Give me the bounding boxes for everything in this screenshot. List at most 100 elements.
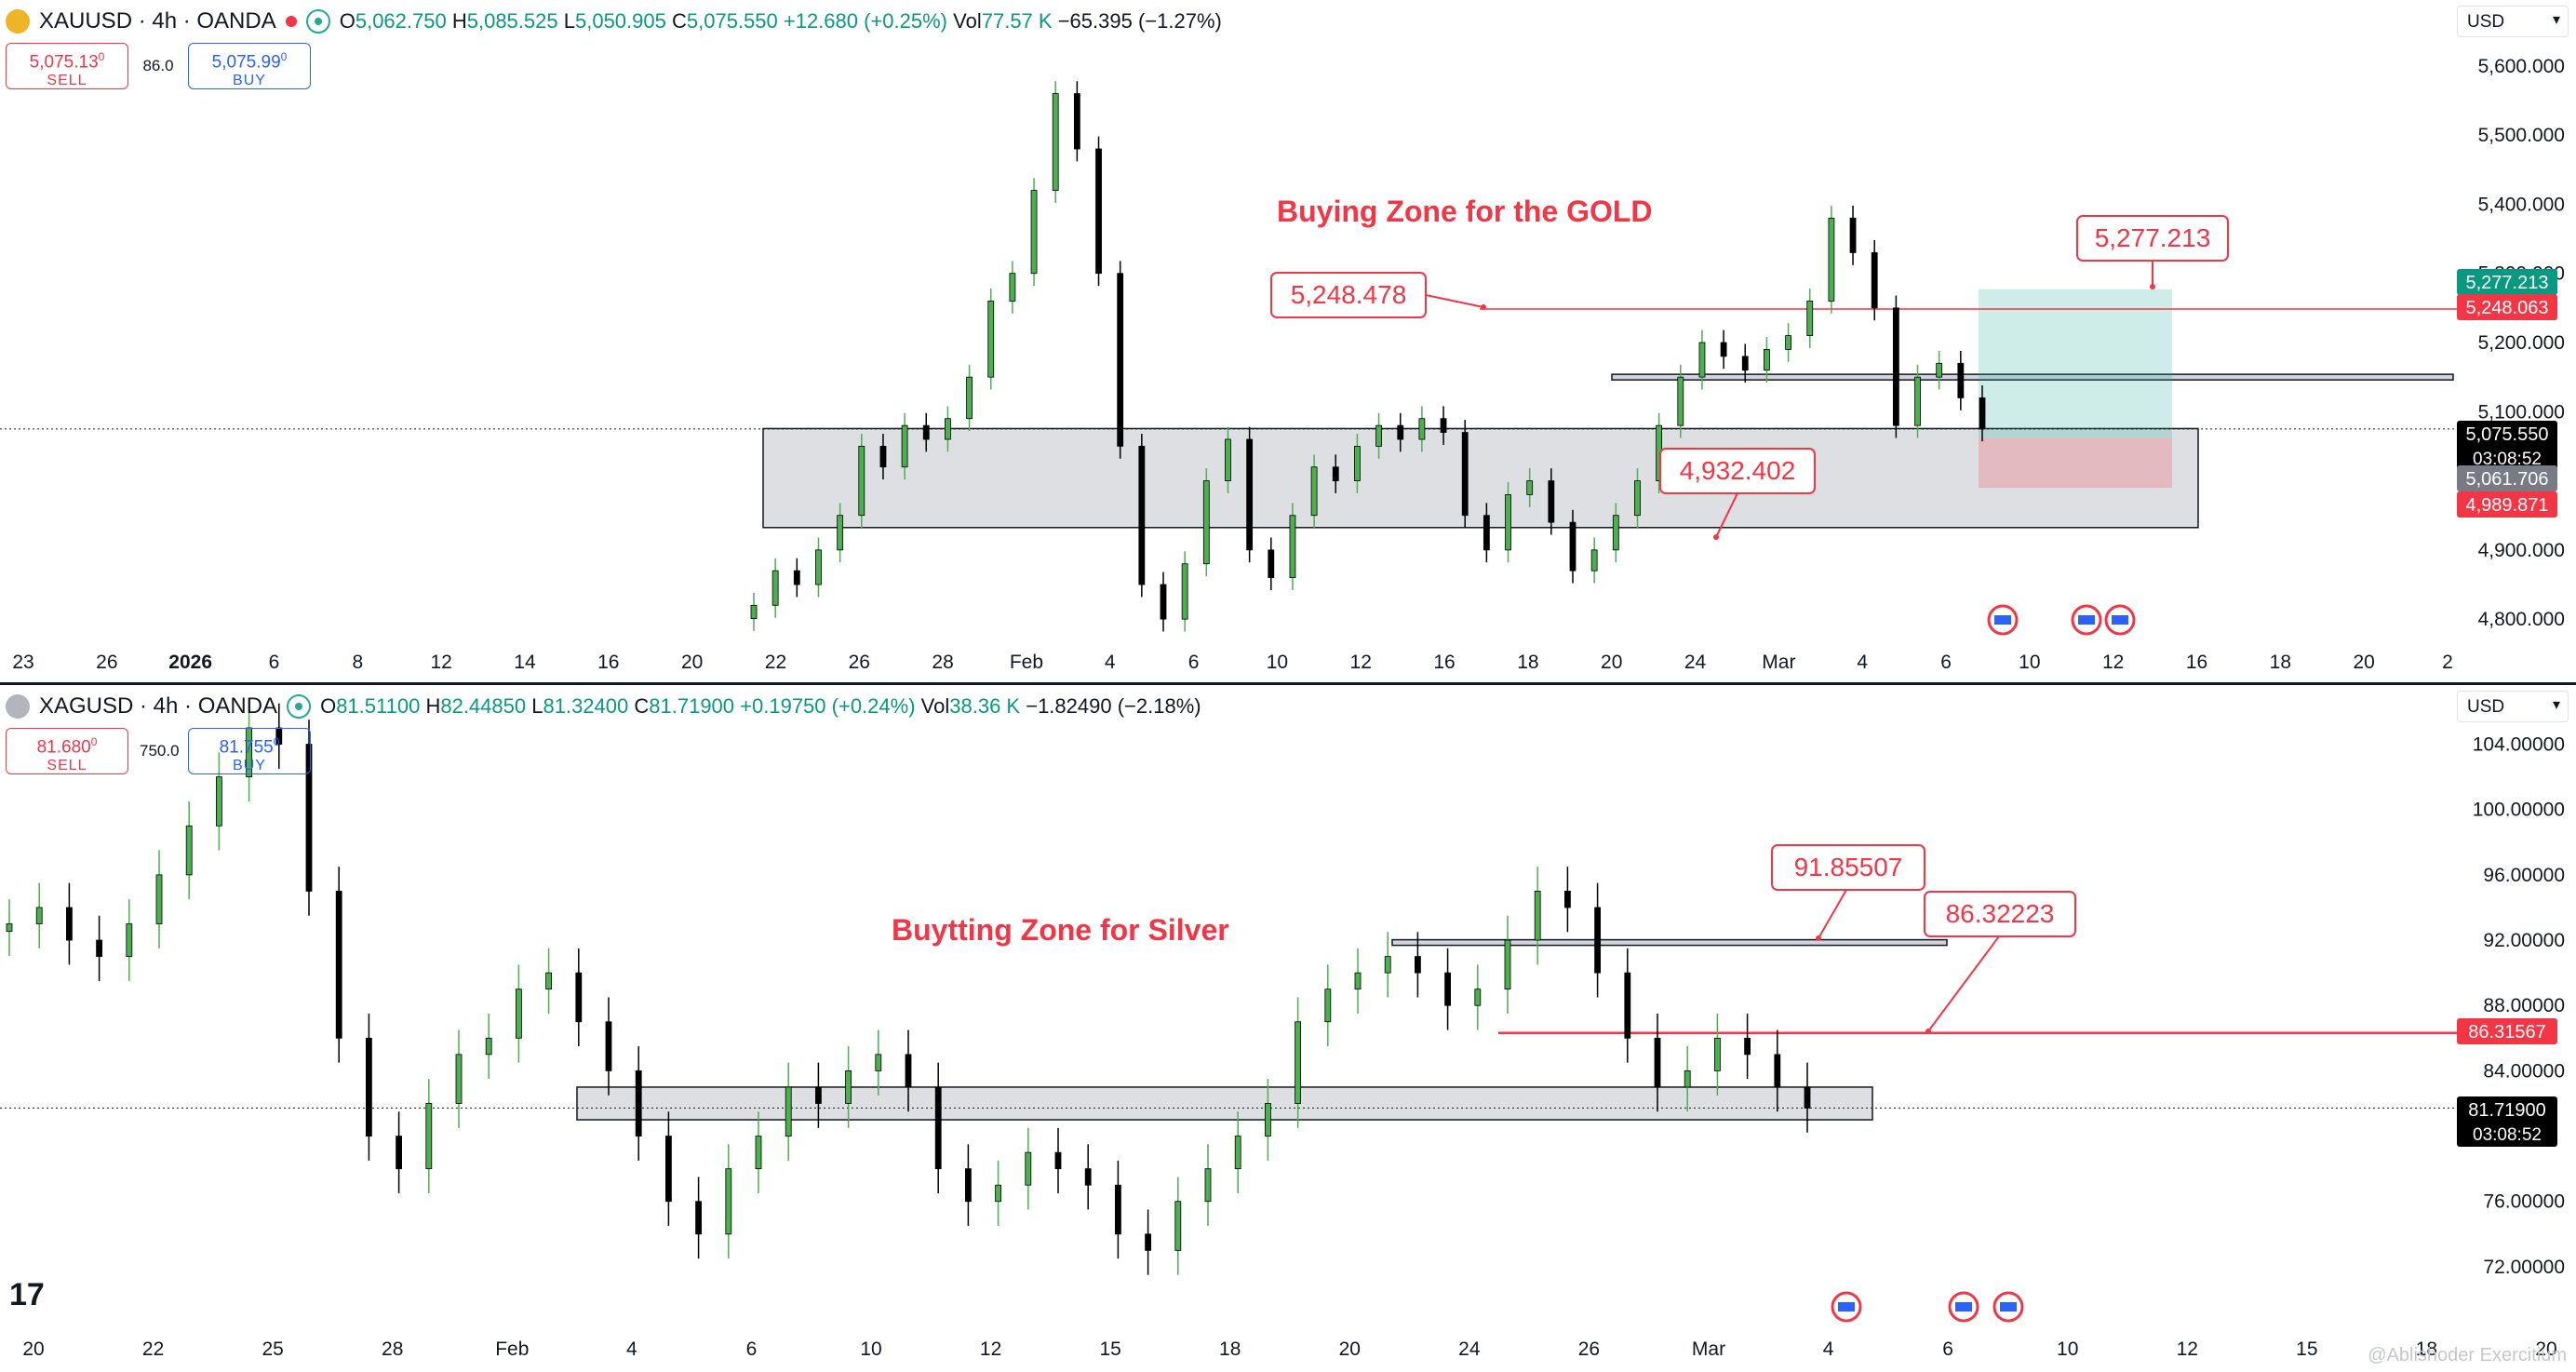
callout-box (2076, 215, 2229, 262)
x-tick-label: 20 (1339, 1338, 1361, 1360)
price-label-text: 4,989.871 (2466, 495, 2549, 516)
candle-body (965, 1168, 972, 1203)
candle-body (1474, 989, 1482, 1006)
callout-anchor (1925, 1029, 1931, 1034)
silver-chart-canvas[interactable]: 104.00000 100.00000 96.00000 92.00000 88.000… (0, 685, 2576, 1372)
candle-body (1744, 1037, 1751, 1056)
candle-body (1332, 466, 1339, 481)
candle-body (1505, 494, 1511, 551)
pane-divider[interactable] (0, 682, 2576, 685)
candle-body (1914, 376, 1921, 426)
price-label-text: 5,075.550 (2466, 424, 2549, 445)
price-label-tag (2457, 491, 2557, 518)
silver-eye-icon[interactable] (287, 694, 312, 719)
x-tick-label: 15 (2296, 1338, 2317, 1360)
candle-body (1030, 190, 1038, 275)
silver-symbol-title[interactable]: XAGUSD · 4h · OANDA (39, 693, 278, 719)
x-tick-label: 6 (1940, 652, 1952, 673)
x-tick-label: 25 (262, 1338, 283, 1360)
x-tick-label: 6 (1942, 1338, 1953, 1360)
gold-eye-icon[interactable] (305, 9, 330, 34)
x-tick-label: 20 (22, 1338, 44, 1360)
price-label-text: 5,248.063 (2466, 298, 2549, 318)
y-tick-label: 96.00000 (2483, 865, 2565, 886)
candle-body (901, 424, 908, 468)
candle-body (1052, 93, 1059, 191)
candle-body (1979, 397, 1986, 430)
candle-body (1073, 93, 1080, 150)
x-tick-label: 20 (2353, 652, 2374, 673)
candle-body (695, 1201, 702, 1235)
x-tick-label: 16 (2186, 652, 2207, 673)
candle-body (1936, 362, 1943, 378)
tradingview-logo-icon[interactable]: 17 (9, 1277, 45, 1312)
gold-currency-select[interactable]: USD (2457, 6, 2569, 37)
x-tick-label: 24 (1684, 652, 1707, 673)
candle-body (396, 1136, 403, 1170)
candle-body (1534, 891, 1541, 941)
candle-body (1634, 480, 1641, 517)
gold-sell-button[interactable]: 5,075.130 SELL (6, 43, 128, 89)
candle-body (1654, 1037, 1661, 1088)
x-tick-label: 10 (1267, 652, 1288, 673)
x-tick-label: 18 (2270, 652, 2291, 673)
candle-body (1444, 972, 1451, 1006)
candle-body (966, 376, 973, 420)
gold-buy-button[interactable]: 5,075.990 BUY (188, 43, 311, 89)
candle-body (1569, 521, 1576, 572)
candle-body (1415, 956, 1421, 974)
candle-body (1181, 563, 1188, 620)
silver-trade-buttons: 81.6800 SELL 750.0 81.7550 BUY (6, 728, 311, 774)
candle-body (1612, 515, 1619, 551)
candle-body (665, 1136, 672, 1203)
x-tick-label: 18 (1219, 1338, 1241, 1360)
silver-chart-pane[interactable]: 104.00000 100.00000 96.00000 92.00000 88.000… (0, 685, 2576, 1372)
gold-chart-canvas[interactable]: 5,600.0005,500.0005,400.0005,300.0005,20… (0, 0, 2576, 683)
silver-currency-select[interactable]: USD (2457, 691, 2569, 722)
candle-body (1677, 376, 1684, 426)
x-tick-label: 12 (980, 1338, 1001, 1360)
zone-annotation: Buytting Zone for Silver (892, 913, 1229, 947)
y-tick-label: 100.00000 (2473, 800, 2565, 821)
candle-body (1025, 1151, 1032, 1186)
x-tick-label: 12 (430, 652, 451, 673)
gold-legend: XAUUSD · 4h · OANDA O5,062.750 H5,085.52… (6, 6, 1222, 37)
candle-body (1397, 424, 1404, 440)
resistance-zone-rect (1611, 373, 2454, 381)
candle-body (6, 923, 13, 933)
callout-leader (1715, 492, 1738, 538)
gold-chart-pane[interactable]: 5,600.0005,500.0005,400.0005,300.0005,20… (0, 0, 2576, 683)
candle-body (1324, 989, 1332, 1023)
us-flag-event-icon (1838, 1302, 1855, 1311)
candle-body (793, 570, 800, 585)
x-tick-label: 16 (1433, 652, 1455, 673)
callout-box (1771, 844, 1925, 891)
candle-body (1720, 342, 1727, 357)
silver-sell-button[interactable]: 81.6800 SELL (6, 728, 128, 774)
candle-body (1764, 349, 1770, 371)
candle-body (1174, 1201, 1182, 1251)
candle-body (1225, 438, 1231, 481)
candle-body (837, 515, 844, 551)
x-tick-label: 15 (1099, 1338, 1120, 1360)
x-tick-label: 12 (2177, 1338, 2198, 1360)
x-tick-label: 26 (96, 652, 117, 673)
silver-legend: XAGUSD · 4h · OANDA O81.51100 H82.44850 … (6, 691, 1201, 722)
x-tick-label: 22 (142, 1338, 164, 1360)
x-tick-label: 10 (2057, 1338, 2078, 1360)
candle-body (1828, 217, 1835, 302)
candle-body (879, 446, 887, 468)
zone-annotation: Buying Zone for the GOLD (1277, 195, 1653, 228)
candle-body (1202, 480, 1210, 565)
y-tick-label: 84.00000 (2483, 1060, 2565, 1082)
candle-body (1849, 217, 1857, 253)
candle-body (1785, 335, 1791, 350)
silver-buy-button[interactable]: 81.7550 BUY (188, 728, 311, 774)
price-label-text: 5,061.706 (2466, 469, 2549, 490)
gold-symbol-title[interactable]: XAUUSD · 4h · OANDA (39, 8, 276, 34)
candle-body (155, 874, 163, 924)
y-tick-label: 5,400.000 (2478, 194, 2565, 215)
candle-body (845, 1069, 852, 1104)
candle-body (1115, 1184, 1121, 1235)
y-tick-label: 104.00000 (2473, 734, 2565, 756)
